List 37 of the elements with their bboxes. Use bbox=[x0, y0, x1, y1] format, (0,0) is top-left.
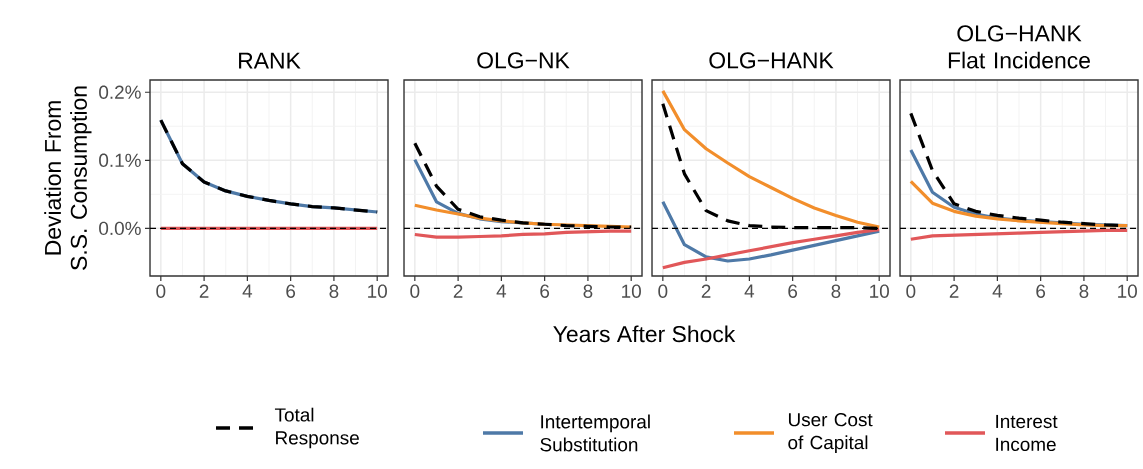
x-tick-label: 10 bbox=[622, 284, 641, 298]
x-tick-label: 0 bbox=[410, 284, 420, 298]
x-tick-label: 8 bbox=[583, 284, 593, 298]
x-tick-label: 10 bbox=[368, 284, 387, 298]
x-tick-label: 0 bbox=[906, 284, 916, 298]
x-tick-label: 10 bbox=[870, 284, 889, 298]
x-tick-label: 4 bbox=[744, 284, 755, 298]
x-tick-label: 0 bbox=[156, 284, 166, 298]
legend-label: User Cost of Capital bbox=[788, 412, 873, 454]
legend-label: Interest Income bbox=[996, 414, 1058, 452]
y-tick-label: 0.2% bbox=[99, 85, 141, 99]
x-tick-label: 4 bbox=[496, 284, 507, 298]
y-tick-label: 0.0% bbox=[99, 221, 141, 236]
x-tick-label: 6 bbox=[286, 284, 296, 298]
x-tick-label: 8 bbox=[329, 284, 339, 298]
chart-title: OLG−HANK bbox=[709, 52, 834, 69]
chart-title: OLG−NK bbox=[477, 52, 570, 69]
y-axis-title: Deviation From S.S. Consumption bbox=[44, 86, 92, 270]
x-tick-label: 8 bbox=[831, 284, 841, 298]
x-tick-label: 0 bbox=[658, 284, 668, 298]
x-tick-label: 2 bbox=[453, 284, 463, 298]
legend-label: Total Response bbox=[274, 407, 359, 449]
x-tick-label: 6 bbox=[540, 284, 550, 298]
x-axis-title: Years After Shock bbox=[553, 325, 736, 343]
x-tick-label: 4 bbox=[242, 284, 253, 298]
x-tick-label: 4 bbox=[992, 284, 1003, 298]
chart-title: RANK bbox=[239, 52, 301, 69]
y-tick-label: 0.1% bbox=[99, 153, 141, 167]
legend-label: Intertemporal Substitution bbox=[540, 414, 650, 452]
x-tick-label: 2 bbox=[949, 284, 959, 298]
x-tick-label: 6 bbox=[1036, 284, 1046, 298]
x-tick-label: 10 bbox=[1118, 284, 1137, 298]
x-tick-label: 2 bbox=[199, 284, 209, 298]
chart-title: OLG−HANK Flat Incidence bbox=[948, 25, 1090, 69]
x-tick-label: 2 bbox=[701, 284, 711, 298]
x-tick-label: 8 bbox=[1079, 284, 1089, 298]
x-tick-label: 6 bbox=[788, 284, 798, 298]
